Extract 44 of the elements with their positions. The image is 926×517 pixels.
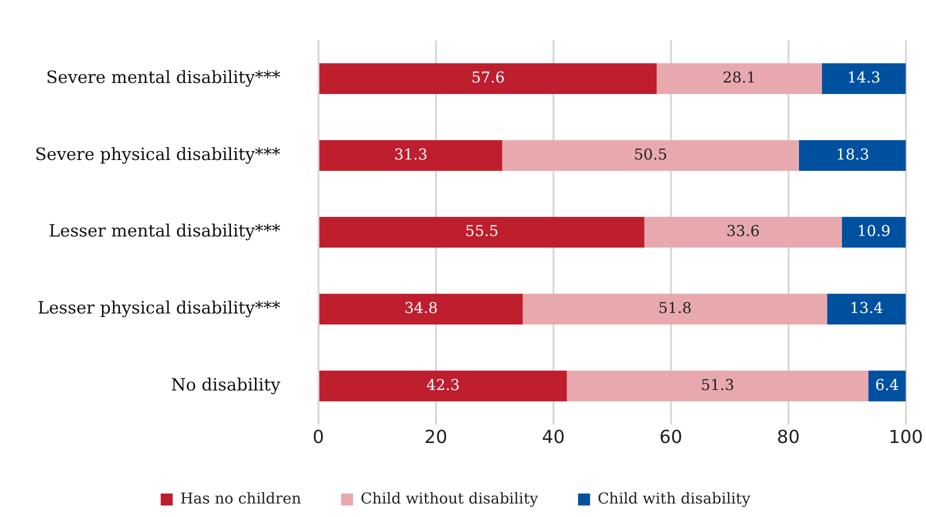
- x-tick-label: 60: [659, 426, 682, 448]
- data-label: 42.3: [426, 376, 460, 394]
- data-label: 33.6: [726, 222, 760, 240]
- y-tick-label: Lesser mental disability***: [48, 222, 281, 242]
- bar: [319, 63, 657, 94]
- data-label: 31.3: [394, 145, 428, 164]
- y-tick-label: Severe physical disability***: [34, 144, 281, 165]
- data-label: 50.5: [634, 145, 668, 164]
- bar: [798, 140, 906, 171]
- data-label: 57.6: [471, 68, 505, 87]
- data-label: 13.4: [850, 299, 884, 318]
- bar: [319, 216, 644, 248]
- bar: [319, 140, 502, 171]
- data-label: 34.8: [404, 299, 438, 318]
- x-tick-label: 80: [776, 426, 800, 448]
- x-tick-label: 20: [424, 426, 448, 448]
- y-tick-label: Severe mental disability***: [46, 68, 281, 88]
- data-label: 6.4: [875, 376, 899, 394]
- bar: [842, 216, 906, 248]
- data-label: 18.3: [836, 145, 870, 164]
- bar: [822, 63, 906, 94]
- bar: [522, 294, 828, 325]
- legend-label: Child with disability: [598, 489, 751, 508]
- bar: [319, 294, 523, 325]
- data-label: 51.8: [658, 299, 692, 318]
- bar: [656, 63, 822, 94]
- data-label: 55.5: [465, 222, 499, 240]
- y-tick-label: Lesser physical disability***: [38, 298, 281, 319]
- y-tick-label: No disability: [171, 375, 281, 396]
- data-label: 10.9: [857, 222, 891, 240]
- data-label: 14.3: [847, 68, 881, 87]
- x-tick-label: 0: [312, 426, 324, 448]
- x-tick-label: 100: [888, 426, 923, 448]
- bar: [827, 294, 906, 325]
- legend-label: Has no children: [180, 489, 302, 508]
- x-tick-label: 40: [542, 426, 565, 448]
- bar: [502, 140, 799, 171]
- bar: [566, 370, 868, 402]
- data-label: 28.1: [722, 68, 756, 87]
- bar: [868, 370, 906, 402]
- data-label: 51.3: [700, 376, 734, 394]
- legend-label: Child without disability: [360, 489, 539, 508]
- bar: [644, 216, 842, 248]
- bar: [319, 370, 567, 402]
